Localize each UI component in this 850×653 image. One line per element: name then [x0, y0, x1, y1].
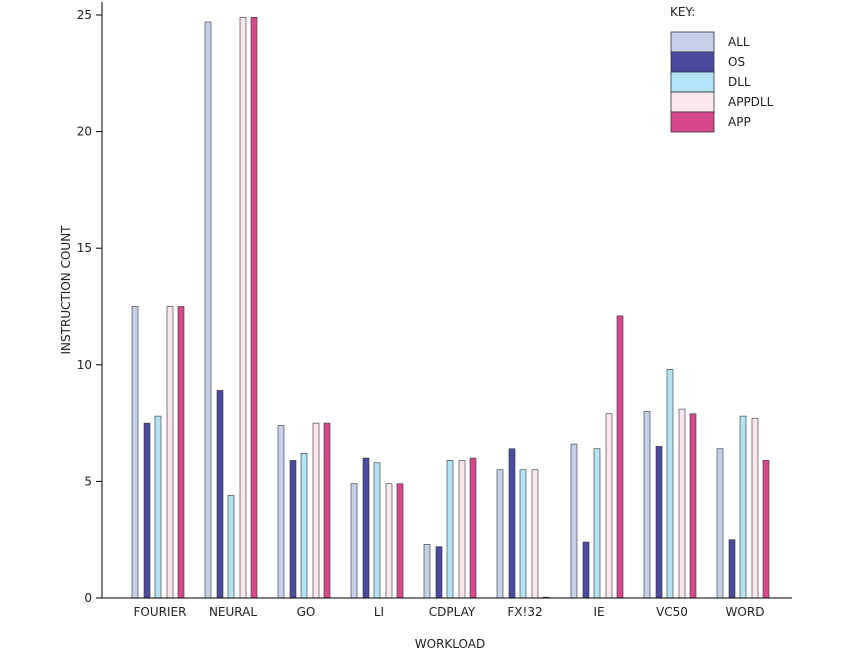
- x-tick-label: GO: [297, 605, 316, 619]
- bar-app: [616, 315, 624, 599]
- legend-title: KEY:: [670, 5, 695, 19]
- bar-os: [508, 448, 516, 599]
- bar-appdll: [385, 483, 393, 599]
- bar-appdll: [166, 306, 174, 599]
- bar-appdll: [458, 460, 466, 599]
- x-tick-label: LI: [374, 605, 384, 619]
- x-axis-ticks: FOURIER NEURAL GO LI CDPLAY FX!32 IE VC50 WORD: [134, 605, 765, 619]
- bar-app: [396, 483, 404, 599]
- y-tick-label: 20: [77, 125, 92, 139]
- legend-label-app: APP: [728, 115, 751, 129]
- bar-os: [582, 541, 590, 599]
- y-tick-label: 25: [77, 8, 92, 22]
- x-tick-label: FX!32: [507, 605, 542, 619]
- bar-os: [143, 422, 151, 599]
- legend-label-dll: DLL: [728, 75, 751, 89]
- bar-app: [762, 460, 770, 599]
- legend-swatch-dll: [670, 71, 715, 93]
- x-axis-title: WORKLOAD: [415, 637, 485, 651]
- bar-all: [350, 483, 358, 599]
- bar-all: [570, 443, 578, 599]
- bar-dll: [593, 448, 601, 599]
- legend: KEY: ALL OS DLL APPDLL APP: [670, 5, 774, 133]
- x-tick-label: IE: [593, 605, 604, 619]
- bar-appdll: [239, 17, 247, 599]
- x-tick-label: VC50: [656, 605, 688, 619]
- x-tick-label: CDPLAY: [429, 605, 476, 619]
- x-tick-label: NEURAL: [209, 605, 257, 619]
- bar-appdll: [605, 413, 613, 599]
- bar-dll: [519, 469, 527, 599]
- bar-dll: [373, 462, 381, 599]
- bar-group: [131, 17, 770, 599]
- legend-swatch-all: [670, 31, 715, 53]
- y-tick-label: 15: [77, 241, 92, 255]
- bar-dll: [739, 415, 747, 599]
- legend-label-appdll: APPDLL: [728, 95, 774, 109]
- y-tick-label: 10: [77, 358, 92, 372]
- bar-all: [643, 411, 651, 599]
- bar-dll: [154, 415, 162, 599]
- bar-app: [323, 422, 331, 599]
- bar-dll: [300, 453, 308, 599]
- x-tick-label: WORD: [726, 605, 765, 619]
- legend-swatch-appdll: [670, 91, 715, 113]
- bar-os: [655, 446, 663, 599]
- bar-app: [469, 457, 477, 599]
- legend-label-os: OS: [728, 55, 745, 69]
- y-axis-ticks: 0 5 10 15 20 25: [77, 8, 102, 605]
- bar-appdll: [312, 422, 320, 599]
- bar-os: [289, 460, 297, 599]
- bar-dll: [227, 495, 235, 599]
- bar-dll: [666, 369, 674, 599]
- bar-appdll: [751, 418, 759, 599]
- bar-dll: [446, 460, 454, 599]
- x-tick-label: FOURIER: [134, 605, 187, 619]
- bar-os: [362, 457, 370, 599]
- bar-all: [131, 306, 139, 599]
- y-tick-label: 5: [84, 474, 92, 488]
- bar-all: [496, 469, 504, 599]
- bar-appdll: [678, 408, 686, 599]
- bar-all: [204, 21, 212, 599]
- bar-all: [716, 448, 724, 599]
- bar-app: [177, 306, 185, 599]
- y-axis-title: INSTRUCTION COUNT: [59, 225, 73, 355]
- bar-appdll: [531, 469, 539, 599]
- bar-app: [250, 17, 258, 599]
- legend-swatch-os: [670, 51, 715, 73]
- bar-os: [216, 390, 224, 599]
- bar-all: [277, 425, 285, 599]
- legend-swatch-app: [670, 111, 715, 133]
- bar-all: [423, 544, 431, 599]
- legend-label-all: ALL: [728, 35, 750, 49]
- bar-os: [435, 546, 443, 599]
- y-tick-label: 0: [84, 591, 92, 605]
- bar-os: [728, 539, 736, 599]
- bar-app: [689, 413, 697, 599]
